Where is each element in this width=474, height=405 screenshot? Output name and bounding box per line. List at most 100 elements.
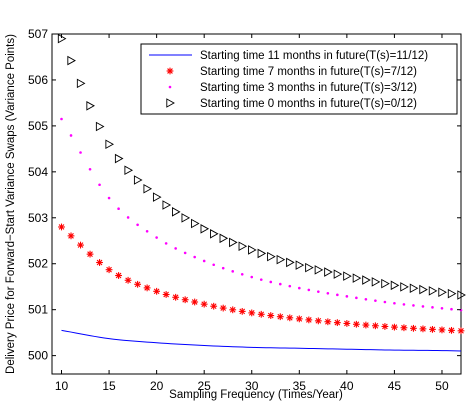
series-3-point [298,286,301,290]
series-2-point [143,284,151,292]
series-2-point [410,324,417,332]
series-2-point [333,319,341,327]
series-3-point [126,216,130,219]
series-2-point [391,323,398,331]
series-3-point [421,305,425,308]
series-4-point [381,278,390,289]
series-3-point [183,251,187,255]
series-3-point [164,242,168,245]
legend-marker-triangle-right [166,98,175,108]
legend: Starting time 11 months in future(T(s)=1… [140,43,458,115]
series-2-point [238,307,246,315]
series-4-point [457,290,466,300]
series-2-point [314,317,322,325]
series-2-point [371,322,379,330]
x-tick-label: 25 [198,379,212,393]
series-4-point [362,275,371,285]
y-tick-label: 501 [28,303,48,317]
series-4-point [267,251,276,262]
series-3-point [317,290,320,293]
series-2-point [229,306,237,314]
series-3-point [393,301,396,305]
series-2-point [457,327,465,335]
series-3-point [107,196,111,200]
series-4-point [428,286,438,296]
x-tick-label: 15 [102,379,116,393]
series-3-point [88,167,92,171]
series-4-point [295,260,305,270]
series-3-point [383,300,387,304]
series-4-point [114,153,124,164]
series-2-point [257,310,265,318]
series-2-point [381,323,389,330]
series-3-point [259,278,263,281]
series-4-point [172,207,181,217]
series-3-point [69,134,73,137]
series-3-point [174,247,177,250]
series-2-point [219,304,227,312]
series-2-point [419,325,427,333]
series-2-point [305,316,313,324]
series-2-point [276,313,284,321]
series-4-point [238,241,248,252]
series-2-point [429,325,436,333]
series-3-point [145,229,149,233]
series-4-point [371,277,381,287]
series-4-point [248,245,257,255]
series-4-point [400,282,409,292]
series-4-point [143,183,153,194]
series-3-point [431,306,434,309]
y-tick-label: 502 [28,257,48,271]
series-2-point [438,326,446,334]
series-3-point [402,303,406,306]
x-tick-label: 30 [245,379,259,393]
series-4-point [409,283,419,294]
series-2-point [295,315,303,323]
series-2-point [105,266,113,274]
y-tick-label: 505 [28,119,48,133]
series-4-point [162,200,172,210]
series-2-point [153,287,161,295]
series-4-point [210,229,219,239]
series-3-point [117,207,120,211]
series-4-point [343,271,352,281]
series-3-point [450,307,453,311]
series-4-point [133,175,143,185]
series-4-point [333,269,343,279]
series-4-point [286,257,295,268]
series-2-point [248,309,256,317]
x-tick-label: 45 [388,379,402,393]
series-4-point [229,237,238,248]
series-2-point [352,320,360,328]
legend-label-series-1: Starting time 11 months in future(T(s)=1… [200,50,428,62]
series-4-point [200,224,210,234]
x-tick-label: 10 [55,379,69,393]
axis-ticks: 10 15 20 25 30 35 40 45 50 500 501 502 503 504 505 506 5… [28,27,461,393]
series-3-point [364,297,368,301]
series-2-point [172,293,180,301]
y-axis-label: Delivery Price for Forward−Start Varianc… [5,34,17,374]
y-tick-label: 507 [28,27,48,41]
series-2-point [343,320,351,327]
series-2-point [362,321,370,329]
series-3-point [98,183,101,187]
series-4-point [314,265,324,275]
series-3-point [155,236,158,239]
series-2-point [286,314,294,322]
series-3-point [307,288,311,292]
series-4-point [257,248,267,259]
y-tick-label: 504 [28,165,48,179]
legend-markers [149,54,192,108]
legend-box [140,43,458,115]
series-2-point [96,259,103,266]
series-4-point [419,284,428,295]
series-2-point [400,324,408,332]
series-4-point [191,218,200,229]
legend-label-series-3: Starting time 3 months in future(T(s)=3/… [200,82,417,94]
legend-marker-dot [168,85,172,89]
y-tick-label: 503 [28,211,48,225]
series-2-point [124,276,132,284]
series-2-point [448,326,455,334]
legend-label-series-2: Starting time 7 months in future(T(s)=7/… [200,66,417,78]
series-2-point [162,291,170,298]
